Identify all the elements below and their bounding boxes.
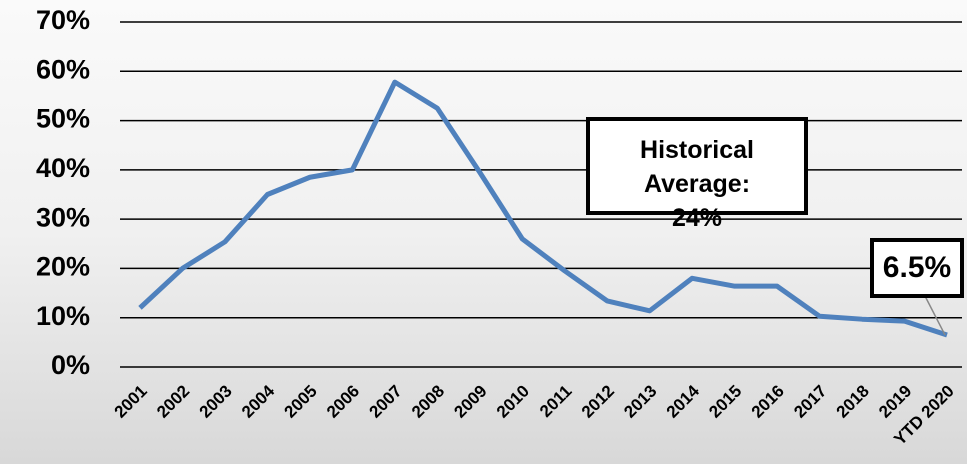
y-tick-label: 30% <box>36 202 90 232</box>
x-tick-label: 2009 <box>450 381 490 421</box>
y-tick-label: 40% <box>36 153 90 183</box>
x-tick-label: 2016 <box>748 381 788 421</box>
x-tick-label: 2015 <box>705 381 745 421</box>
x-tick-label: 2018 <box>833 381 873 421</box>
y-tick-label: 60% <box>36 54 90 84</box>
annotation: Historical Average: 24% <box>586 117 808 215</box>
value-label: 6.5% <box>870 238 964 298</box>
x-tick-label: 2011 <box>536 381 576 421</box>
x-tick-label: 2013 <box>620 381 660 421</box>
y-tick-label: 10% <box>36 301 90 331</box>
x-tick-label: 2006 <box>323 381 363 421</box>
x-tick-label: 2007 <box>365 381 405 421</box>
y-tick-label: 20% <box>36 252 90 282</box>
x-tick-label: 2010 <box>493 381 533 421</box>
x-tick-label: 2005 <box>281 381 321 421</box>
chart-svg: 0%10%20%30%40%50%60%70%20012002200320042… <box>0 0 967 464</box>
x-tick-label: 2002 <box>153 381 193 421</box>
x-tick-label: 2008 <box>408 381 448 421</box>
x-tick-label: 2004 <box>238 381 279 422</box>
y-tick-label: 70% <box>36 5 90 35</box>
chart: 0%10%20%30%40%50%60%70%20012002200320042… <box>0 0 967 464</box>
x-tick-label: 2017 <box>790 381 830 421</box>
y-tick-label: 50% <box>36 104 90 134</box>
x-tick-label: 2014 <box>663 381 704 422</box>
y-tick-label: 0% <box>51 350 90 380</box>
x-tick-label: 2003 <box>196 381 236 421</box>
x-tick-label: 2012 <box>578 381 618 421</box>
x-tick-label: 2001 <box>111 381 151 421</box>
